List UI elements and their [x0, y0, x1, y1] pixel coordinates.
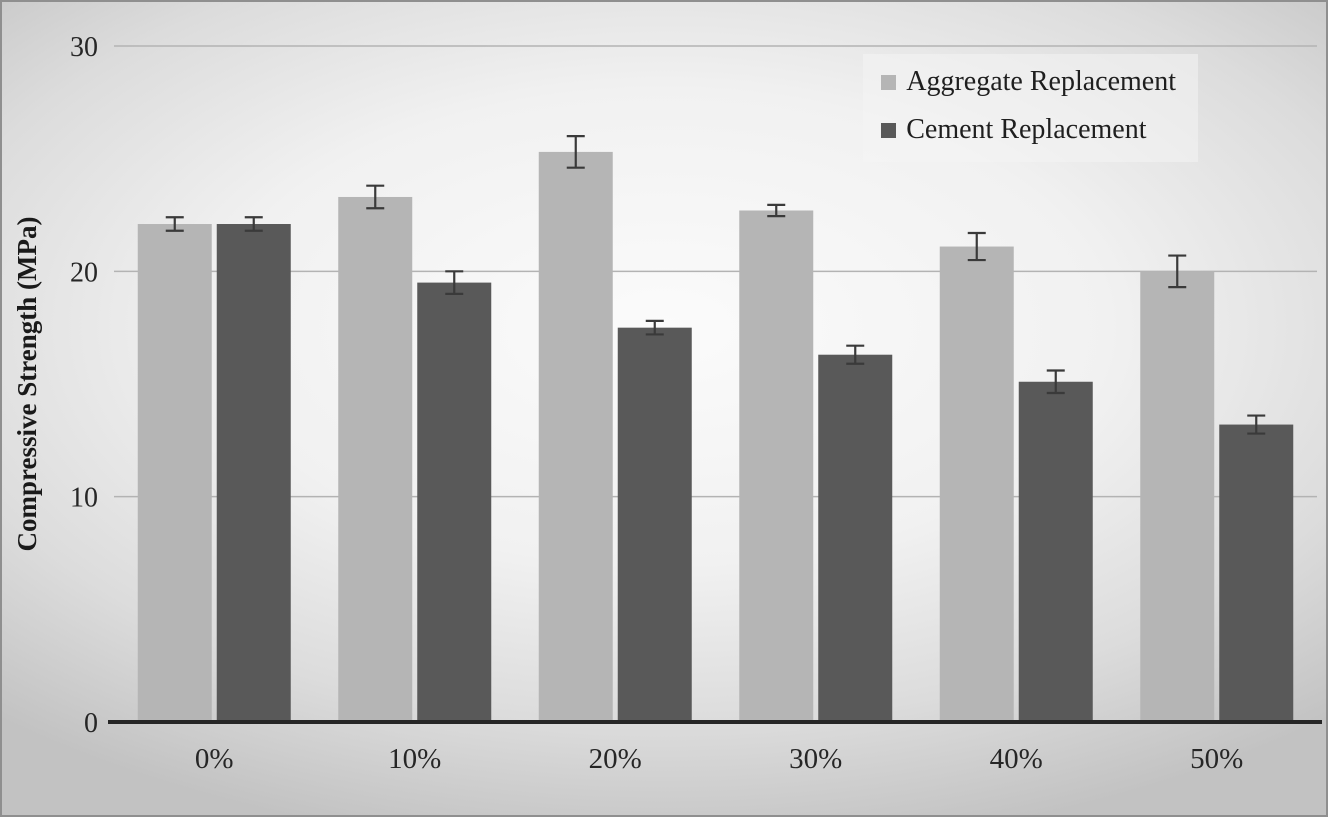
legend-label-cement: Cement Replacement — [906, 114, 1147, 145]
x-category-label-50-: 50% — [1190, 743, 1243, 775]
bar-cement-replacement-10- — [417, 282, 492, 722]
y-tick-label: 10 — [70, 483, 98, 514]
x-category-label-10-: 10% — [388, 743, 441, 775]
x-category-label-20-: 20% — [589, 743, 642, 775]
bar-cement-replacement-0- — [216, 224, 291, 722]
legend-item-aggregate: Aggregate Replacement — [881, 68, 1176, 96]
legend-item-cement: Cement Replacement — [881, 116, 1176, 144]
chart-legend: Aggregate Replacement Cement Replacement — [863, 54, 1198, 162]
y-tick-label: 0 — [84, 708, 98, 739]
bar-cement-replacement-40- — [1018, 381, 1093, 722]
bar-aggregate-replacement-40- — [939, 246, 1014, 722]
bar-aggregate-replacement-0- — [137, 224, 212, 722]
bar-cement-replacement-50- — [1219, 424, 1294, 722]
x-category-label-0-: 0% — [195, 743, 234, 775]
bar-aggregate-replacement-20- — [538, 151, 613, 722]
legend-marker — [881, 74, 897, 90]
bar-cement-replacement-30- — [818, 354, 893, 722]
y-tick-label: 30 — [70, 32, 98, 63]
bar-cement-replacement-20- — [617, 327, 692, 722]
bar-aggregate-replacement-10- — [338, 196, 413, 722]
legend-marker — [881, 122, 897, 138]
x-category-label-40-: 40% — [990, 743, 1043, 775]
bar-aggregate-replacement-50- — [1140, 271, 1215, 722]
y-axis-title: Compressive Strength (MPa) — [12, 217, 42, 552]
y-tick-label: 20 — [70, 257, 98, 288]
bar-aggregate-replacement-30- — [739, 210, 814, 722]
x-category-label-30-: 30% — [789, 743, 842, 775]
legend-label-aggregate: Aggregate Replacement — [906, 66, 1176, 97]
